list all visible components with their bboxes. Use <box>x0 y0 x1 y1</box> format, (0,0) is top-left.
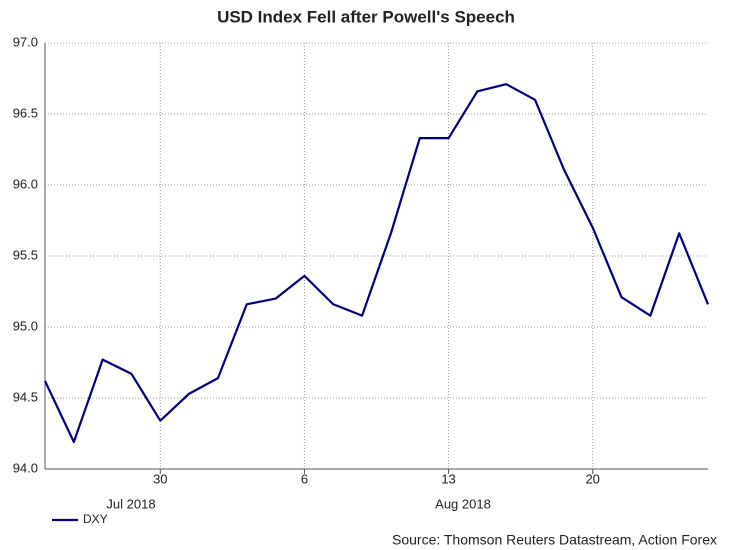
data-line <box>44 83 710 444</box>
x-group-label: Aug 2018 <box>435 496 491 511</box>
y-tick-label: 96.5 <box>13 105 38 120</box>
y-tick-label: 96.0 <box>13 176 38 191</box>
chart-title: USD Index Fell after Powell's Speech <box>217 7 515 26</box>
y-tick-label: 94.5 <box>13 389 38 404</box>
x-tick-label: 30 <box>153 471 167 486</box>
y-tick-label: 97.0 <box>13 34 38 49</box>
x-tick-label: 6 <box>301 471 308 486</box>
source-note: Source: Thomson Reuters Datastream, Acti… <box>392 532 717 548</box>
x-tick-label: 20 <box>585 471 599 486</box>
x-group-label: Jul 2018 <box>106 496 155 511</box>
y-tick-label: 95.5 <box>13 247 38 262</box>
y-tick-label: 95.0 <box>13 318 38 333</box>
x-tick-label: 13 <box>441 471 455 486</box>
y-tick-label: 94.0 <box>13 460 38 475</box>
legend-label: DXY <box>83 512 108 526</box>
